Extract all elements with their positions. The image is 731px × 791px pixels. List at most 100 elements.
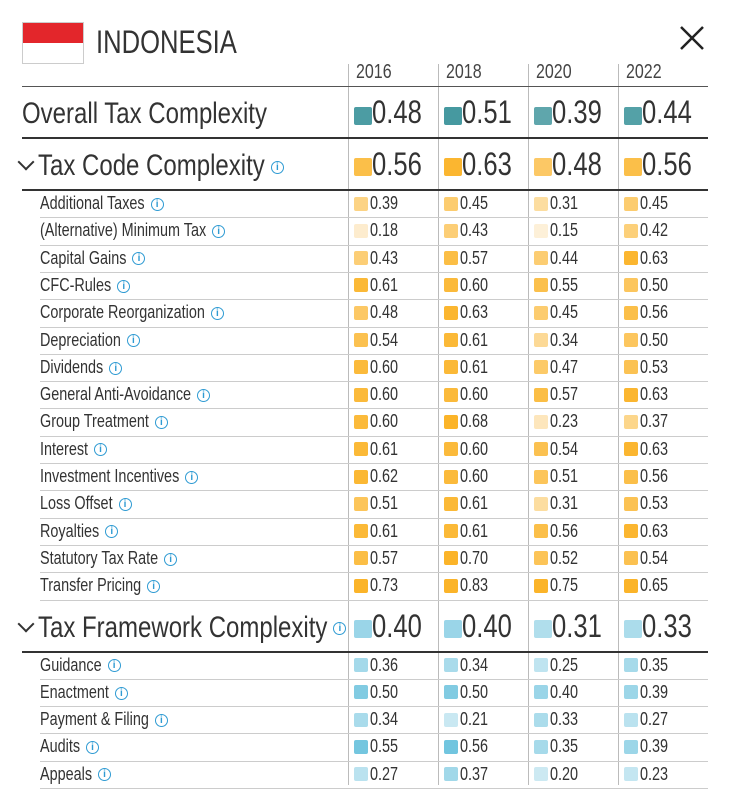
info-icon[interactable]: i (154, 713, 168, 727)
info-icon[interactable]: i (197, 388, 210, 402)
info-icon[interactable]: i (270, 160, 284, 174)
swatch (444, 619, 462, 638)
value-text: 0.83 (460, 575, 489, 596)
swatch (444, 551, 458, 566)
swatch (534, 414, 548, 429)
value: 0.63 (640, 381, 675, 408)
country-title: INDONESIA (96, 24, 237, 60)
row-text: Royalties (40, 520, 100, 541)
row-divider (40, 354, 708, 355)
swatch (624, 333, 638, 347)
info-icon[interactable]: i (114, 686, 128, 700)
swatch (624, 278, 638, 293)
info-icon[interactable]: i (147, 579, 161, 593)
swatch (354, 551, 368, 566)
info-icon[interactable]: i (109, 361, 123, 375)
swatch (444, 658, 458, 672)
info-icon[interactable]: i (117, 279, 131, 293)
value-text: 0.61 (370, 438, 399, 459)
info-icon[interactable]: i (126, 334, 140, 348)
value-text: 0.73 (370, 575, 399, 596)
swatch (534, 767, 548, 782)
swatch (624, 578, 638, 593)
info-icon[interactable]: i (105, 525, 119, 539)
value-text: 0.51 (370, 493, 399, 514)
close-button[interactable] (678, 24, 706, 52)
row-text: Transfer Pricing (40, 575, 142, 596)
info-icon[interactable]: i (164, 552, 178, 566)
row-text: Additional Taxes (40, 193, 145, 213)
swatch (624, 496, 638, 511)
value-text: 0.39 (640, 681, 669, 702)
info-icon[interactable]: i (98, 768, 112, 782)
swatch (624, 739, 638, 754)
info-icon[interactable]: i (212, 225, 226, 239)
value: 0.33 (642, 601, 704, 651)
value: 0.61 (370, 518, 405, 545)
swatch (444, 387, 458, 402)
value-text: 0.47 (550, 356, 579, 377)
value-text: 0.61 (460, 356, 489, 377)
swatch (444, 333, 458, 347)
info-icon[interactable]: i (154, 416, 168, 430)
row-divider (22, 189, 708, 191)
swatch (444, 739, 458, 754)
value: 0.61 (460, 354, 495, 381)
value: 0.61 (370, 272, 405, 299)
swatch (354, 360, 368, 375)
value: 0.56 (460, 733, 495, 760)
value: 0.60 (460, 381, 495, 408)
row-text: Payment & Filing (40, 709, 149, 730)
section-header[interactable]: Tax Code Complexity i (17, 139, 284, 189)
info-icon[interactable]: i (185, 470, 199, 484)
swatch (354, 158, 372, 176)
value: 0.37 (640, 408, 675, 435)
value: 0.53 (640, 354, 675, 381)
value: 0.45 (550, 299, 585, 326)
value-text: 0.51 (550, 466, 579, 486)
row-divider (40, 217, 708, 218)
value: 0.39 (370, 190, 405, 217)
value: 0.54 (640, 545, 675, 572)
row-divider (40, 761, 708, 762)
info-icon[interactable]: i (210, 306, 224, 320)
row-text: Dividends (40, 356, 104, 377)
chevron[interactable] (17, 153, 35, 171)
value: 0.39 (640, 733, 675, 760)
value-text: 0.43 (460, 220, 489, 241)
value-text: 0.33 (642, 607, 692, 644)
value-text: 0.39 (640, 736, 669, 757)
value-text: 0.50 (370, 681, 399, 702)
swatch (444, 496, 458, 511)
swatch (534, 524, 548, 539)
info-icon[interactable]: i (86, 741, 100, 755)
value-text: 0.48 (372, 94, 422, 130)
row-label: Statutory Tax Rate i (40, 545, 178, 572)
value-text: 0.63 (640, 247, 669, 268)
info-icon[interactable]: i (94, 443, 108, 457)
row-divider (22, 86, 708, 87)
value: 0.42 (640, 217, 675, 244)
value: 0.51 (370, 490, 405, 517)
column-divider (618, 64, 619, 785)
swatch (534, 551, 548, 566)
info-icon[interactable]: i (333, 622, 347, 636)
row-divider (40, 327, 708, 328)
swatch (534, 223, 548, 238)
swatch (354, 767, 368, 782)
info-icon[interactable]: i (132, 252, 146, 266)
row-text: General Anti-Avoidance (40, 384, 192, 405)
info-icon[interactable]: i (150, 197, 164, 211)
value-text: 0.31 (552, 607, 602, 644)
swatch (354, 658, 368, 672)
row-text: Group Treatment (40, 411, 149, 432)
chevron[interactable] (17, 615, 35, 633)
row-label: Audits i (40, 733, 100, 760)
value: 0.45 (640, 190, 675, 217)
section-header[interactable]: Tax Framework Complexity i (17, 601, 347, 651)
value: 0.50 (640, 327, 675, 354)
info-icon[interactable]: i (118, 498, 132, 512)
value: 0.36 (370, 652, 405, 679)
info-icon[interactable]: i (107, 659, 121, 673)
value: 0.61 (460, 490, 495, 517)
